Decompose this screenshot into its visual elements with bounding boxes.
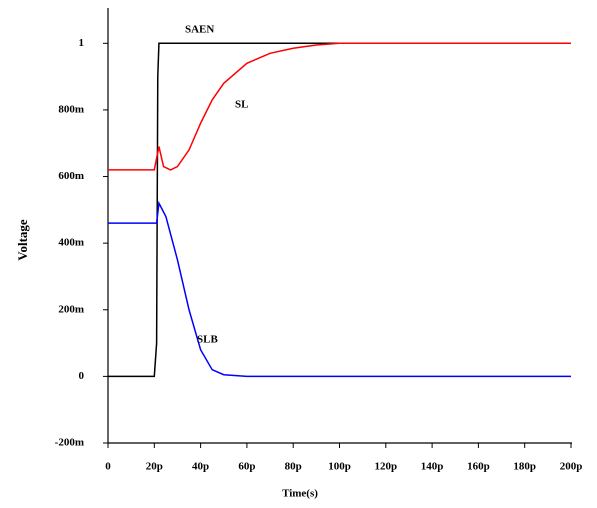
series-label: SL [235, 99, 248, 111]
x-tick-label: 80p [285, 461, 302, 473]
x-tick-label: 100p [328, 461, 351, 473]
x-tick-label: 160p [467, 461, 490, 473]
x-tick-label: 20p [146, 461, 163, 473]
x-tick-label: 200p [560, 461, 583, 473]
y-tick-label: 1 [79, 37, 85, 49]
y-tick-label: 200m [58, 303, 84, 315]
x-axis-label: Time(s) [282, 488, 318, 500]
series-label: SAEN [185, 24, 214, 36]
x-tick-label: 40p [192, 461, 209, 473]
series-line [108, 42, 571, 171]
series-line [108, 42, 340, 378]
y-tick-label: 400m [58, 237, 84, 249]
x-tick-label: 0 [105, 461, 111, 473]
y-tick-label: 800m [58, 103, 84, 115]
x-tick-label: 60p [238, 461, 255, 473]
y-axis-label: Voltage [15, 219, 30, 261]
y-tick-label: -200m [55, 437, 84, 449]
x-tick-label: 180p [513, 461, 536, 473]
x-tick-label: 140p [421, 461, 444, 473]
x-tick-label: 120p [374, 461, 397, 473]
y-tick-label: 0 [79, 370, 85, 382]
y-tick-label: 600m [58, 170, 84, 182]
series-line [108, 200, 571, 378]
series-label: SLB [197, 334, 218, 346]
